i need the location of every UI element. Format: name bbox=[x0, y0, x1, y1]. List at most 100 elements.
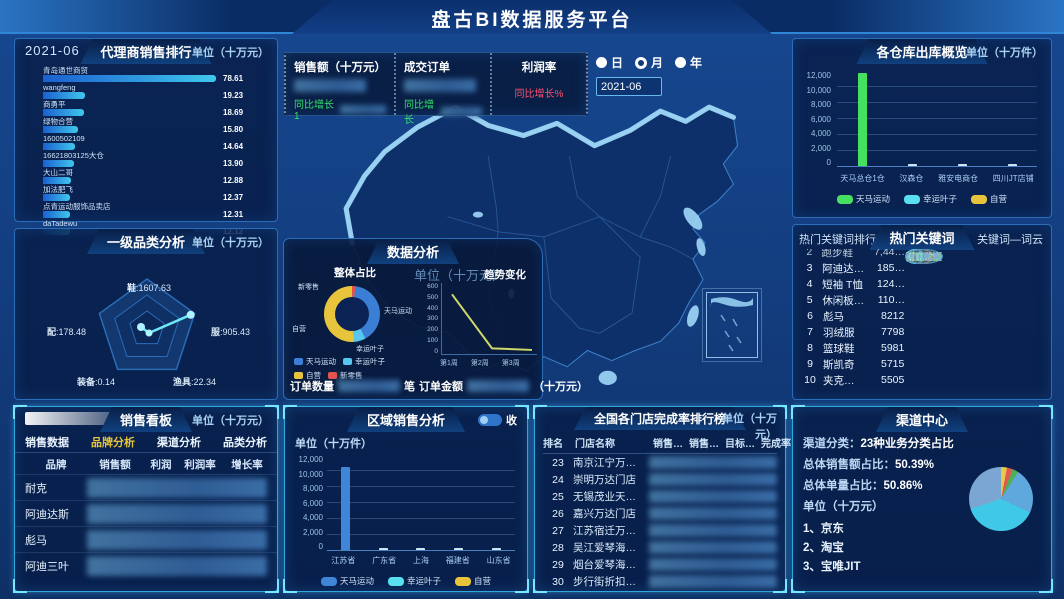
keyword-row: 3 阿迪达… 185… bbox=[803, 260, 905, 276]
column-header: 销售额 bbox=[99, 459, 131, 471]
keywords-panel: 热门关键词排行 热门关键词 关键词—词云 2 跑步鞋 7,44… 3 阿迪达… … bbox=[792, 224, 1052, 400]
store-row[interactable]: 26 嘉兴万达门店 bbox=[543, 505, 777, 522]
radio-day[interactable]: 日 bbox=[596, 54, 623, 71]
x-label: 四川JT店铺 bbox=[992, 174, 1034, 183]
warehouse-bar-col bbox=[852, 73, 872, 166]
store-row[interactable]: 30 步行街折扣… bbox=[543, 573, 777, 590]
warehouse-legend: 天马运动 幸运叶子 自营 bbox=[793, 193, 1051, 205]
store-ranking-header: 全国各门店完成率排行榜 单位（十万元） bbox=[535, 407, 785, 441]
wordcloud-bubble[interactable]: 休闲板鞋 bbox=[905, 249, 944, 264]
radio-year-dot[interactable] bbox=[675, 57, 687, 68]
agent-ranking-list: 青岛通世商贸 78.61 wangfeng 19.23 商勇平 bbox=[15, 63, 277, 236]
agent-ranking-unit: 单位（十万元） bbox=[192, 47, 269, 59]
y-tick: 600 bbox=[427, 283, 438, 290]
region-plot bbox=[327, 455, 515, 551]
warehouse-header: 各仓库出库概览 单位（十万件） bbox=[793, 39, 1051, 63]
keyword-word: 彪马 bbox=[823, 310, 844, 323]
store-row[interactable]: 28 吴江爱琴海… bbox=[543, 539, 777, 556]
keyword-row: 6 彪马 8212 bbox=[803, 308, 905, 324]
store-row[interactable]: 24 崇明万达门店 bbox=[543, 471, 777, 488]
order-summary-row: 订单数量 笔 订单金额 （十万元） bbox=[290, 378, 588, 394]
column-header: 品牌 bbox=[45, 459, 67, 471]
radio-day-dot[interactable] bbox=[596, 57, 607, 68]
sales-board-tab[interactable]: 渠道分析 bbox=[157, 437, 201, 449]
agent-name: 绿物合营 bbox=[43, 117, 73, 126]
keyword-word: 休闲板… bbox=[822, 294, 865, 307]
warehouse-y-axis: 12,000 10,000 8,000 6,000 4,000 2,000 0 bbox=[797, 71, 831, 167]
date-input[interactable] bbox=[596, 77, 662, 96]
sales-board-rows: 耐克 阿迪达斯 彪马 阿迪三叶 bbox=[15, 474, 277, 578]
keyword-rank: 9 bbox=[807, 358, 813, 370]
x-label: 福建省 bbox=[445, 556, 470, 565]
kpi-orders-value-redacted bbox=[404, 79, 476, 92]
agent-bar bbox=[43, 143, 76, 150]
radar-label-accessory: 配178.48 bbox=[47, 325, 86, 338]
kpi-profit-growth: 同比增长% bbox=[514, 89, 564, 100]
legend-item: 天马运动 bbox=[836, 193, 890, 205]
agent-name: 16621803125大仓 bbox=[43, 151, 104, 160]
agent-bar-track bbox=[43, 177, 219, 184]
sales-board-column-headers: 品牌 销售额 利润 利润率 增长率 bbox=[15, 453, 277, 474]
category-analysis-panel: 一级品类分析 单位（十万元） 鞋1607.63 服905.43 渔具22.34 … bbox=[14, 228, 278, 400]
radar-rings bbox=[98, 278, 196, 371]
agent-ranking-row: 商勇平 18.69 bbox=[43, 101, 267, 117]
legend-item: 自营 bbox=[971, 193, 1007, 205]
sales-board-tab[interactable]: 品类分析 bbox=[223, 437, 267, 449]
store-rank: 23 bbox=[552, 456, 564, 469]
radio-year[interactable]: 年 bbox=[675, 54, 702, 71]
y-tick: 100 bbox=[427, 337, 438, 345]
legend-swatch bbox=[971, 194, 987, 204]
x-label: 上海 bbox=[412, 556, 429, 565]
channel-header: 渠道中心 bbox=[793, 407, 1051, 431]
column-header: 排名 bbox=[543, 439, 563, 450]
store-row[interactable]: 27 江苏宿迁万… bbox=[543, 522, 777, 539]
region-unit: 单位（十万件） bbox=[295, 438, 372, 450]
agent-ranking-date[interactable]: 2021-06 bbox=[25, 43, 80, 58]
y-tick: 4,000 bbox=[302, 513, 323, 522]
row-values-redacted bbox=[649, 524, 777, 537]
store-column-headers: 排名 门店名称 销售… 销售… 目标… 完成率 bbox=[543, 433, 791, 454]
kpi-profit-label: 利润率 bbox=[521, 62, 557, 74]
sales-board-tab[interactable]: 品牌分析 bbox=[91, 437, 135, 449]
channel-top-list: 1、京东 2、淘宝 3、宝唯JIT bbox=[803, 520, 1041, 574]
sales-board-row: 彪马 bbox=[15, 526, 277, 552]
title-highlight-strip bbox=[25, 412, 117, 425]
agent-bar-track bbox=[43, 194, 219, 201]
brand-name: 耐克 bbox=[25, 482, 47, 495]
collapse-toggle[interactable]: 收 bbox=[478, 412, 517, 428]
channel-title: 渠道中心 bbox=[876, 407, 968, 432]
legend-item: 幸运叶子 bbox=[387, 575, 441, 587]
toggle-pill-icon[interactable] bbox=[478, 414, 502, 426]
store-row[interactable]: 29 烟台爱琴海… bbox=[543, 556, 777, 573]
column-header: 销售… bbox=[653, 439, 683, 450]
region-bar bbox=[341, 466, 351, 550]
channel-pie-chart bbox=[969, 467, 1033, 531]
agent-value: 13.90 bbox=[223, 159, 244, 168]
sales-board-header: 销售看板 单位（十万元） bbox=[15, 407, 277, 431]
donut-chart: 新零售 天马运动 自营 幸运叶子 bbox=[290, 280, 412, 353]
agent-ranking-header: 2021-06 代理商销售排行 单位（十万元） bbox=[15, 39, 277, 63]
store-row[interactable]: 25 无锡茂业天… bbox=[543, 488, 777, 505]
sales-board-row: 阿迪三叶 bbox=[15, 552, 277, 578]
column-header: 完成率 bbox=[761, 439, 791, 450]
kpi-sales-value-redacted bbox=[294, 79, 366, 92]
radio-month[interactable]: 月 bbox=[635, 54, 663, 71]
keyword-word: 跑步鞋 bbox=[821, 249, 854, 259]
y-tick: 0 bbox=[826, 158, 831, 167]
sales-board-tab[interactable]: 销售数据 bbox=[25, 437, 69, 449]
trend-block: 单位（十万元） 趋势变化 600 500 400 300 200 100 0 第1周 第2周第… bbox=[412, 263, 537, 381]
region-bar-col bbox=[411, 548, 431, 550]
warehouse-title: 各仓库出库概览 bbox=[856, 39, 987, 64]
period-radio-group: 日 月 年 bbox=[596, 54, 716, 71]
keyword-word: 篮球鞋 bbox=[823, 342, 855, 355]
y-tick: 4,000 bbox=[810, 129, 831, 138]
warehouse-bar-col bbox=[902, 164, 922, 166]
brand-name: 阿迪三叶 bbox=[25, 560, 69, 573]
store-row[interactable]: 23 南京江宁万… bbox=[543, 454, 777, 471]
keyword-row: 9 斯凯奇 5715 bbox=[803, 356, 905, 372]
keywords-header: 热门关键词排行 热门关键词 关键词—词云 bbox=[793, 225, 1051, 249]
radar-label-apparel: 服905.43 bbox=[211, 325, 250, 338]
agent-ranking-row: 1600502109 14.64 bbox=[43, 135, 267, 151]
radio-month-dot[interactable] bbox=[635, 56, 648, 69]
